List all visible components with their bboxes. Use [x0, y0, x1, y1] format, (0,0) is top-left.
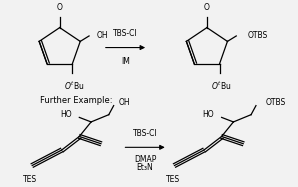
Text: $O^t$Bu: $O^t$Bu: [211, 79, 232, 91]
Text: TBS-Cl: TBS-Cl: [133, 129, 157, 138]
Text: TBS-Cl: TBS-Cl: [113, 30, 138, 39]
Text: OTBS: OTBS: [248, 30, 268, 39]
Text: OH: OH: [119, 98, 130, 107]
Text: HO: HO: [202, 110, 214, 119]
Text: Et₃N: Et₃N: [137, 163, 153, 172]
Text: $O^t$Bu: $O^t$Bu: [64, 79, 85, 91]
Text: DMAP: DMAP: [134, 155, 156, 164]
Text: O: O: [204, 3, 210, 12]
Text: Further Example:: Further Example:: [40, 96, 113, 105]
Text: TES: TES: [165, 174, 180, 183]
Text: OH: OH: [97, 30, 108, 39]
Text: TES: TES: [23, 174, 37, 183]
Text: OTBS: OTBS: [266, 98, 286, 107]
Text: O: O: [57, 3, 63, 12]
Text: HO: HO: [60, 110, 72, 119]
Text: IM: IM: [121, 57, 130, 66]
